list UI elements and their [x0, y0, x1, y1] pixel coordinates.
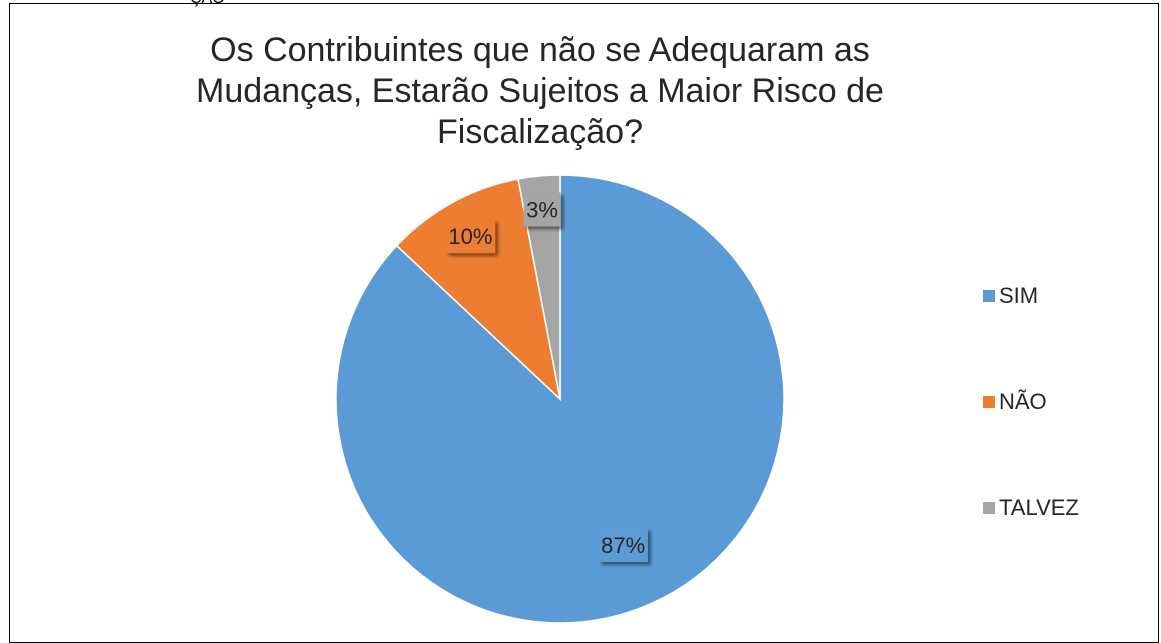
data-label-box-sim	[598, 527, 648, 562]
data-label-box-nao	[445, 219, 496, 254]
pie-slices	[335, 174, 785, 624]
chart-title: Os Contribuintes que não se Adequaram as…	[120, 30, 960, 153]
chart-title-line-3: Fiscalização?	[437, 113, 643, 151]
data-label-talvez: 3%	[523, 192, 561, 227]
legend-label-talvez: TALVEZ	[999, 495, 1079, 520]
data-label-nao: 10%	[445, 219, 496, 254]
legend-swatch-talvez	[983, 502, 995, 514]
pie-slice-talvez	[517, 174, 561, 400]
pie-data-labels: 87% 10% 3%	[445, 192, 648, 562]
legend-item-sim: SIM	[983, 283, 1038, 309]
legend-swatch-nao	[983, 396, 995, 408]
legend-item-nao: NÃO	[983, 389, 1047, 415]
legend-swatch-sim	[983, 290, 995, 302]
pie-slice-nao	[395, 178, 562, 402]
top-cut-text: ÇÃO	[190, 0, 225, 8]
chart-title-line-2: Mudanças, Estarão Sujeitos a Maior Risco…	[196, 72, 884, 110]
data-label-box-talvez	[523, 192, 561, 227]
data-label-text-talvez: 3%	[526, 197, 558, 222]
legend-item-talvez: TALVEZ	[983, 495, 1079, 521]
pie-chart: 87% 10% 3%	[335, 174, 785, 624]
legend-label-sim: SIM	[999, 283, 1039, 308]
chart-title-line-1: Os Contribuintes que não se Adequaram as	[210, 31, 870, 69]
data-label-text-nao: 10%	[448, 224, 492, 249]
data-label-text-sim: 87%	[601, 533, 645, 558]
legend-label-nao: NÃO	[999, 389, 1047, 414]
data-label-sim: 87%	[598, 527, 648, 562]
